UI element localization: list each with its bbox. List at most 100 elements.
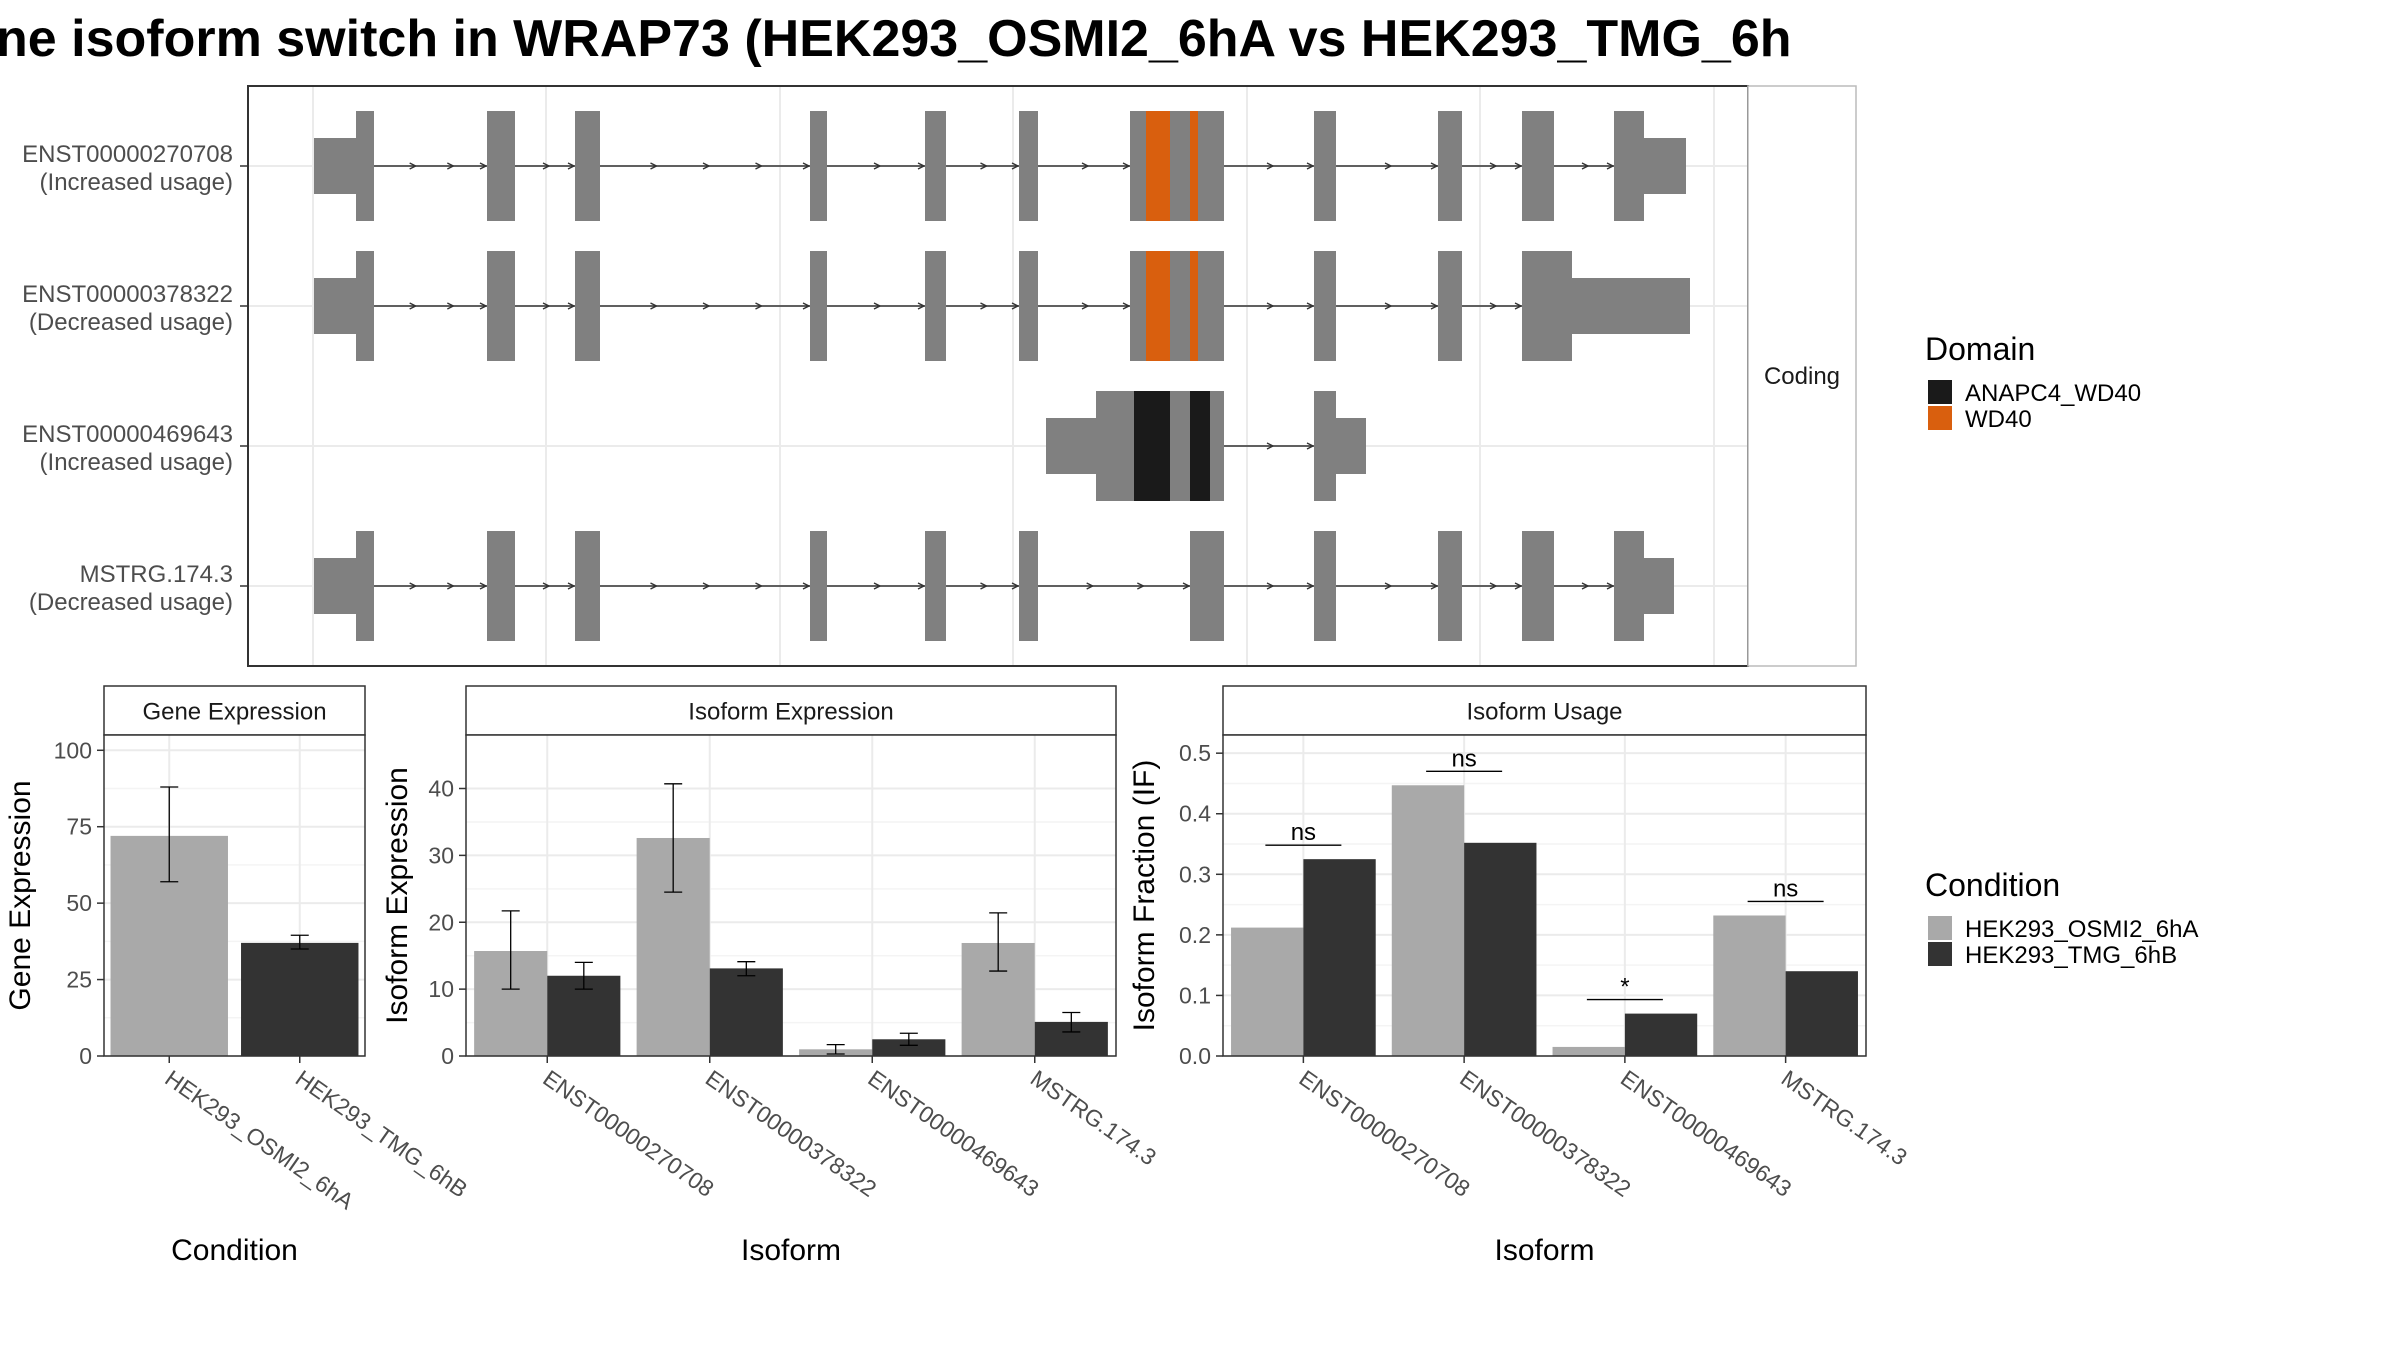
strand-arrow xyxy=(1122,302,1131,310)
y-tick-label: 0.5 xyxy=(1179,740,1211,766)
condition-legend-label: HEK293_OSMI2_6hA xyxy=(1965,916,2198,943)
coding-exon xyxy=(1314,111,1336,221)
coding-exon xyxy=(575,531,600,641)
wd40-domain xyxy=(1146,251,1170,361)
transcript-usage-label: (Decreased usage) xyxy=(29,589,233,616)
strand-arrow xyxy=(755,582,764,590)
x-axis-title: Isoform xyxy=(1494,1234,1594,1267)
y-axis-title: Gene Expression xyxy=(4,780,37,1010)
strand-arrow xyxy=(1514,582,1523,590)
strand-arrow xyxy=(1011,582,1020,590)
wd40-domain xyxy=(1146,111,1170,221)
coding-exon xyxy=(925,251,946,361)
strand-arrow xyxy=(1430,302,1439,310)
bar xyxy=(1231,927,1304,1056)
y-tick-label: 0 xyxy=(441,1043,454,1069)
strand-arrow xyxy=(1266,162,1275,170)
bar xyxy=(1464,842,1537,1056)
strand-arrow xyxy=(1266,582,1275,590)
strand-arrow xyxy=(1086,582,1095,590)
x-axis-title: Isoform xyxy=(741,1234,841,1267)
strand-arrow xyxy=(1081,302,1090,310)
coding-exon xyxy=(1614,111,1644,221)
coding-exon xyxy=(1019,531,1038,641)
plot-frame xyxy=(103,734,366,1057)
transcript-usage-label: (Increased usage) xyxy=(40,169,233,196)
coding-exon xyxy=(1019,251,1038,361)
bar xyxy=(1624,1013,1698,1056)
y-tick-label: 30 xyxy=(428,842,454,868)
x-tick-label: ENST00000378322 xyxy=(701,1065,881,1202)
strand-arrow xyxy=(1581,162,1590,170)
anapc4-wd40-domain xyxy=(1134,391,1170,501)
strand-arrow xyxy=(479,302,488,310)
y-tick-label: 0.1 xyxy=(1179,982,1211,1008)
strand-arrow xyxy=(1581,582,1590,590)
y-tick-label: 100 xyxy=(54,737,92,763)
strand-arrow xyxy=(802,162,811,170)
x-tick-label: ENST00000378322 xyxy=(1455,1065,1635,1202)
coding-exon xyxy=(575,251,600,361)
strand-arrow xyxy=(409,162,418,170)
coding-exon xyxy=(810,531,827,641)
coding-exon xyxy=(356,531,374,641)
strand-arrow xyxy=(409,302,418,310)
coding-exon xyxy=(1522,251,1572,361)
strand-arrow xyxy=(1430,162,1439,170)
strand-arrow xyxy=(917,582,926,590)
strand-arrow xyxy=(1122,162,1131,170)
bar xyxy=(1785,971,1858,1056)
strand-arrow xyxy=(1430,582,1439,590)
strand-arrow xyxy=(650,582,659,590)
strand-arrow xyxy=(1306,162,1315,170)
strand-arrow xyxy=(980,582,989,590)
bar xyxy=(1303,859,1376,1056)
y-tick-label: 0.0 xyxy=(1179,1043,1211,1069)
domain-legend-title: Domain xyxy=(1925,331,2035,367)
coding-exon xyxy=(487,111,515,221)
bar xyxy=(1713,915,1786,1056)
strand-arrow xyxy=(409,582,418,590)
coding-exon xyxy=(1314,531,1336,641)
coding-exon xyxy=(1314,251,1336,361)
strand-arrow xyxy=(650,162,659,170)
utr-exon xyxy=(314,278,356,334)
y-tick-label: 0 xyxy=(79,1043,92,1069)
domain-legend-label: ANAPC4_WD40 xyxy=(1965,380,2141,407)
y-axis-title: Isoform Fraction (IF) xyxy=(1128,760,1161,1032)
strand-arrow xyxy=(917,302,926,310)
y-tick-label: 50 xyxy=(66,890,92,916)
significance-label: ns xyxy=(1291,819,1316,846)
x-axis-title: Condition xyxy=(171,1234,298,1267)
x-tick-label: ENST00000270708 xyxy=(1295,1065,1475,1202)
x-tick-label: MSTRG.174.3 xyxy=(1026,1065,1161,1171)
facet-strip-title: Gene Expression xyxy=(142,699,326,726)
bar xyxy=(241,942,359,1056)
transcript-id-label: ENST00000469643 xyxy=(22,421,233,448)
facet-strip xyxy=(103,685,366,736)
coding-exon xyxy=(1438,251,1462,361)
y-tick-label: 25 xyxy=(66,967,92,993)
condition-legend-key xyxy=(1928,942,1952,966)
strand-arrow xyxy=(755,302,764,310)
coding-exon xyxy=(356,251,374,361)
coding-exon xyxy=(356,111,374,221)
plot-frame xyxy=(1222,734,1867,1057)
strand-arrow xyxy=(980,162,989,170)
strand-arrow xyxy=(1306,582,1315,590)
y-tick-label: 0.3 xyxy=(1179,861,1211,887)
wd40-domain xyxy=(1190,111,1198,221)
y-tick-label: 10 xyxy=(428,976,454,1002)
coding-strip-label: Coding xyxy=(1764,363,1840,390)
strand-arrow xyxy=(1489,162,1498,170)
coding-exon xyxy=(1522,111,1554,221)
utr-exon xyxy=(1336,418,1366,474)
strand-arrow xyxy=(755,162,764,170)
x-tick-label: ENST00000469643 xyxy=(863,1065,1043,1202)
strand-arrow xyxy=(1081,162,1090,170)
condition-legend-title: Condition xyxy=(1925,867,2060,903)
strand-arrow xyxy=(1384,162,1393,170)
strand-arrow xyxy=(1182,582,1191,590)
facet-strip xyxy=(1222,685,1867,736)
